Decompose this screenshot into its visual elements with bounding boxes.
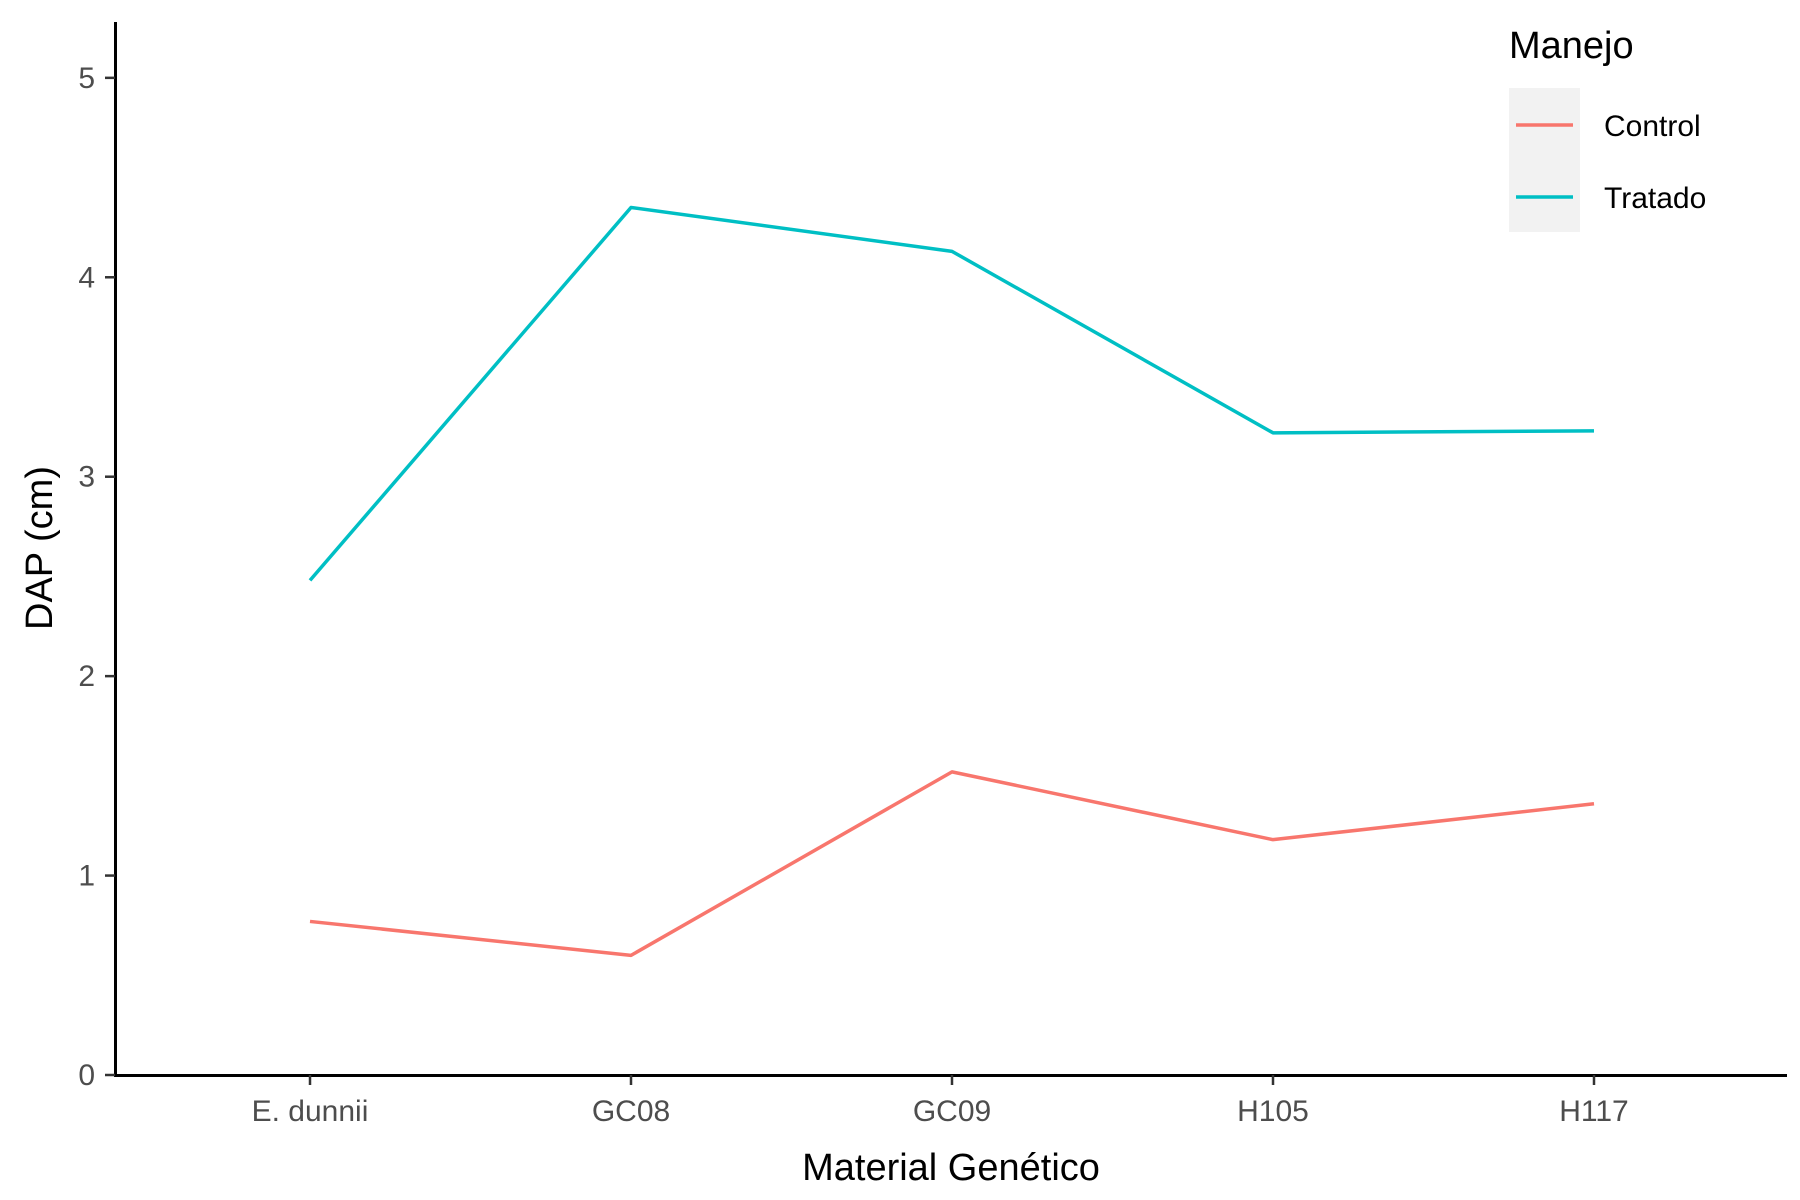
x-tick-label: H105 — [1237, 1095, 1309, 1128]
x-tick-label: H117 — [1559, 1095, 1629, 1128]
y-axis-ticks: 0 1 2 3 4 5 — [78, 62, 115, 1092]
y-tick-label: 2 — [78, 660, 95, 693]
series-lines — [308, 205, 1595, 958]
legend-label-tratado: Tratado — [1604, 182, 1706, 215]
y-tick-label: 1 — [78, 860, 95, 893]
y-tick-label: 5 — [78, 62, 95, 95]
y-tick-label: 3 — [78, 461, 95, 494]
legend-title: Manejo — [1509, 25, 1634, 67]
x-tick-label: GC08 — [592, 1095, 670, 1128]
y-tick-label: 0 — [78, 1059, 95, 1092]
x-axis-ticks: E. dunnii GC08 GC09 H105 H117 — [252, 1075, 1629, 1128]
x-tick-label: GC09 — [913, 1095, 991, 1128]
legend-label-control: Control — [1604, 110, 1701, 143]
x-tick-label: E. dunnii — [252, 1095, 369, 1128]
legend: Manejo Control Tratado — [1509, 25, 1706, 232]
y-axis-title: DAP (cm) — [19, 466, 61, 630]
y-tick-label: 4 — [78, 261, 95, 294]
x-axis-title: Material Genético — [802, 1147, 1100, 1189]
legend-key-background — [1509, 88, 1580, 232]
